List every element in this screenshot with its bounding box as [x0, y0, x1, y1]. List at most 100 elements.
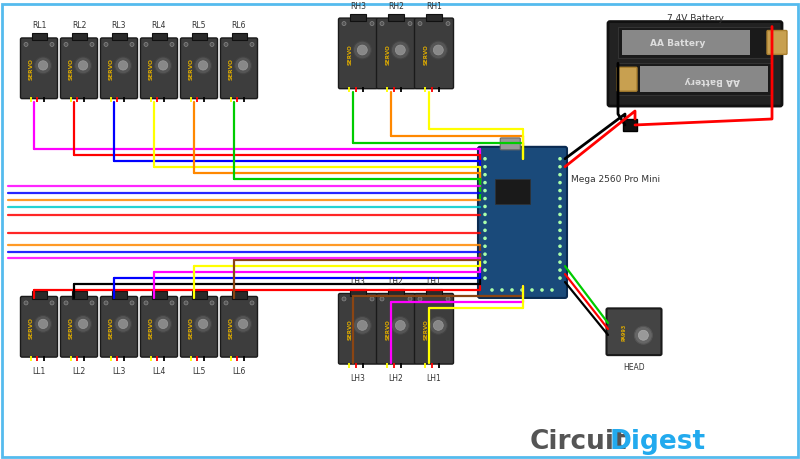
Circle shape [483, 269, 486, 272]
Text: LH3: LH3 [350, 277, 366, 285]
Circle shape [540, 289, 544, 292]
Circle shape [130, 43, 134, 47]
Bar [622, 30, 750, 56]
Text: LL1: LL1 [32, 366, 46, 375]
FancyBboxPatch shape [377, 19, 415, 90]
Circle shape [558, 261, 562, 264]
Circle shape [210, 43, 214, 47]
Circle shape [118, 62, 128, 71]
Text: SERVO: SERVO [109, 58, 114, 80]
Bar [388, 290, 404, 297]
Text: AA Battery: AA Battery [684, 76, 740, 84]
Circle shape [104, 43, 108, 47]
Circle shape [558, 213, 562, 217]
Circle shape [90, 301, 94, 305]
Circle shape [395, 321, 406, 330]
Circle shape [558, 253, 562, 257]
Circle shape [50, 43, 54, 47]
FancyBboxPatch shape [606, 309, 662, 355]
Circle shape [483, 205, 486, 209]
Circle shape [210, 301, 214, 305]
Circle shape [342, 22, 346, 27]
Text: RH1: RH1 [426, 2, 442, 11]
Circle shape [24, 43, 28, 47]
FancyBboxPatch shape [338, 294, 378, 364]
Text: SERVO: SERVO [69, 316, 74, 338]
Bar [151, 34, 167, 41]
Circle shape [250, 301, 254, 305]
Text: SERVO: SERVO [189, 316, 194, 338]
Text: LH1: LH1 [426, 277, 442, 285]
Circle shape [446, 297, 450, 301]
Circle shape [158, 62, 168, 71]
Text: RL6: RL6 [232, 21, 246, 30]
FancyBboxPatch shape [221, 39, 258, 100]
Circle shape [483, 229, 486, 233]
FancyBboxPatch shape [338, 19, 378, 90]
Circle shape [144, 301, 148, 305]
Circle shape [558, 221, 562, 225]
Circle shape [370, 22, 374, 27]
Circle shape [78, 319, 88, 329]
Circle shape [418, 297, 422, 301]
FancyBboxPatch shape [181, 297, 218, 357]
Circle shape [483, 261, 486, 264]
Circle shape [558, 190, 562, 193]
Circle shape [170, 301, 174, 305]
Bar [31, 292, 47, 299]
Text: SERVO: SERVO [29, 316, 34, 338]
Bar [191, 292, 207, 299]
Circle shape [490, 289, 494, 292]
Circle shape [238, 62, 248, 71]
Circle shape [90, 43, 94, 47]
Bar [111, 34, 127, 41]
Circle shape [558, 277, 562, 280]
Bar [111, 292, 127, 299]
Text: LL5: LL5 [192, 366, 206, 375]
Circle shape [380, 297, 384, 301]
Bar [495, 179, 530, 204]
Bar [426, 290, 442, 297]
Bar [231, 34, 247, 41]
Text: Digest: Digest [610, 428, 706, 454]
Bar [618, 64, 772, 96]
Text: HEAD: HEAD [623, 362, 645, 371]
Circle shape [483, 197, 486, 201]
Circle shape [634, 327, 652, 344]
Text: SERVO: SERVO [69, 58, 74, 80]
FancyBboxPatch shape [767, 32, 787, 55]
Bar [388, 15, 404, 22]
Text: SERVO: SERVO [229, 58, 234, 80]
Circle shape [483, 245, 486, 248]
Circle shape [558, 174, 562, 177]
FancyBboxPatch shape [101, 297, 138, 357]
Circle shape [510, 289, 514, 292]
Circle shape [380, 22, 384, 27]
Text: RL4: RL4 [152, 21, 166, 30]
Circle shape [483, 213, 486, 217]
Circle shape [558, 181, 562, 185]
Circle shape [500, 289, 504, 292]
Text: SERVO: SERVO [347, 44, 353, 65]
FancyBboxPatch shape [141, 297, 178, 357]
Circle shape [446, 22, 450, 27]
Text: SERVO: SERVO [229, 316, 234, 338]
Circle shape [354, 317, 371, 335]
Circle shape [550, 289, 554, 292]
Circle shape [408, 297, 412, 301]
Text: SERVO: SERVO [29, 58, 34, 80]
Circle shape [130, 301, 134, 305]
Circle shape [430, 317, 447, 335]
Circle shape [194, 58, 211, 75]
Circle shape [434, 46, 443, 56]
Text: PA993: PA993 [621, 324, 626, 341]
Text: SERVO: SERVO [423, 319, 429, 339]
Text: LH1: LH1 [426, 373, 442, 382]
FancyBboxPatch shape [21, 39, 58, 100]
Circle shape [34, 58, 51, 75]
Circle shape [483, 181, 486, 185]
Circle shape [558, 269, 562, 272]
Circle shape [483, 174, 486, 177]
Circle shape [483, 237, 486, 241]
Text: Mega 2560 Pro Mini: Mega 2560 Pro Mini [571, 175, 660, 184]
